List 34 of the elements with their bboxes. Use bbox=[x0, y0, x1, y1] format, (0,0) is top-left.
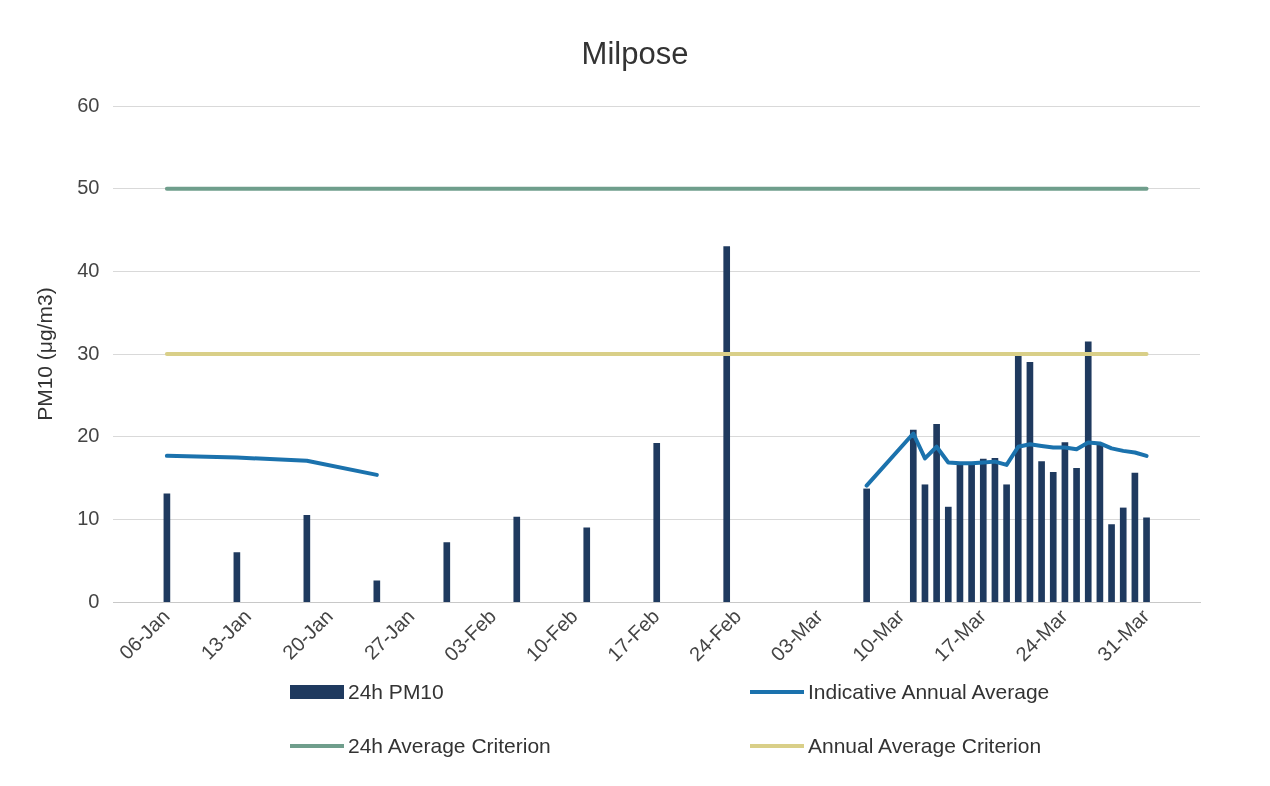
y-tick-label: 10 bbox=[77, 507, 100, 530]
bar bbox=[163, 493, 171, 603]
legend-label: Annual Average Criterion bbox=[808, 734, 1042, 758]
legend-label: 24h Average Criterion bbox=[348, 734, 551, 758]
bar bbox=[1108, 524, 1115, 603]
y-tick-label: 20 bbox=[77, 424, 100, 447]
bar bbox=[1131, 472, 1139, 603]
bar bbox=[303, 515, 311, 603]
bar bbox=[1073, 467, 1080, 603]
y-tick-label: 0 bbox=[88, 589, 100, 612]
bar bbox=[233, 552, 241, 603]
y-tick-label: 60 bbox=[77, 93, 100, 116]
y-tick-label: 30 bbox=[77, 341, 100, 364]
bar bbox=[1096, 444, 1104, 603]
bar bbox=[979, 458, 987, 603]
bar bbox=[944, 506, 952, 603]
bar bbox=[1038, 461, 1045, 603]
bar bbox=[921, 484, 929, 603]
y-tick-label: 50 bbox=[77, 176, 100, 199]
y-tick-label: 40 bbox=[77, 258, 100, 281]
bar bbox=[968, 464, 975, 603]
bar bbox=[1014, 353, 1022, 603]
chart-title: Milpose bbox=[580, 36, 690, 72]
bar bbox=[956, 464, 964, 603]
bar bbox=[1003, 484, 1010, 603]
bar bbox=[1119, 507, 1127, 603]
bar bbox=[1084, 341, 1092, 603]
bar bbox=[933, 424, 940, 603]
legend-label: Indicative Annual Average bbox=[808, 680, 1050, 704]
legend-label: 24h PM10 bbox=[348, 680, 444, 704]
bar bbox=[909, 429, 917, 603]
bar bbox=[1049, 472, 1057, 603]
bar bbox=[1143, 517, 1150, 603]
y-axis-title: PM10 (μg/m3) bbox=[33, 287, 57, 421]
